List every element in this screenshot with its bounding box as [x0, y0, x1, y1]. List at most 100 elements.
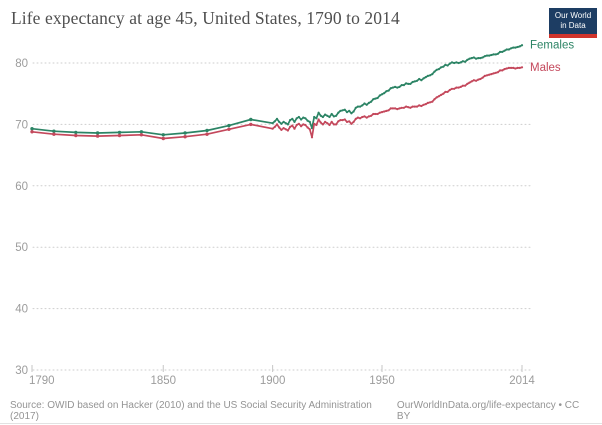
data-point — [501, 69, 504, 72]
data-point — [278, 126, 281, 129]
data-point — [282, 120, 285, 123]
data-point — [289, 119, 292, 122]
data-point — [302, 123, 305, 126]
data-point — [407, 106, 410, 109]
series-line-males[interactable] — [31, 66, 523, 140]
data-point — [479, 57, 482, 60]
data-point — [415, 79, 419, 82]
data-point — [507, 48, 510, 51]
data-point — [492, 72, 495, 75]
data-point — [516, 66, 519, 69]
data-point — [440, 93, 443, 96]
data-point — [227, 127, 231, 131]
data-point — [356, 116, 359, 119]
data-point — [435, 68, 438, 71]
data-point — [505, 67, 508, 70]
data-point — [398, 107, 401, 110]
data-point — [359, 105, 362, 108]
data-point — [389, 87, 392, 90]
data-point — [457, 86, 460, 89]
series-females[interactable]: Females — [30, 40, 574, 137]
footer-divider — [0, 423, 602, 424]
data-point — [271, 122, 274, 125]
credit-link[interactable]: OurWorldInData.org/life-expectancy • CC … — [396, 400, 580, 422]
series-males[interactable]: Males — [30, 62, 561, 141]
data-point — [496, 52, 499, 55]
data-point — [315, 117, 318, 120]
data-point — [518, 66, 521, 69]
data-point — [95, 134, 100, 138]
data-point — [483, 55, 486, 58]
data-point — [350, 112, 353, 115]
data-point — [286, 123, 289, 126]
y-tick-label-50: 50 — [15, 242, 28, 254]
data-point — [499, 69, 502, 72]
data-point — [363, 115, 366, 118]
data-point — [483, 74, 486, 77]
data-point — [396, 86, 399, 89]
data-point — [496, 71, 499, 74]
data-point — [466, 58, 469, 62]
data-point — [341, 109, 344, 112]
data-point — [249, 117, 253, 122]
data-point — [354, 117, 357, 120]
y-tick-label-60: 60 — [15, 181, 28, 193]
data-point — [313, 115, 316, 119]
data-point — [319, 114, 322, 117]
data-point — [411, 105, 414, 108]
data-point — [306, 119, 309, 122]
y-tick-label-30: 30 — [15, 365, 28, 377]
data-point — [383, 110, 386, 113]
data-point — [444, 63, 447, 66]
data-point — [275, 123, 279, 126]
data-point — [472, 79, 475, 82]
data-point — [494, 71, 497, 74]
data-point — [330, 120, 333, 123]
data-point — [426, 101, 429, 104]
data-point — [354, 106, 357, 109]
data-point — [429, 74, 432, 77]
data-point — [324, 113, 327, 116]
data-point — [501, 50, 504, 54]
data-point — [448, 88, 451, 92]
data-point — [313, 122, 316, 125]
data-point — [394, 107, 397, 110]
data-point — [385, 109, 388, 112]
data-point — [289, 125, 292, 128]
data-point — [503, 68, 506, 71]
data-point — [422, 103, 425, 106]
data-point — [420, 79, 423, 82]
x-tick-label-1950: 1950 — [369, 375, 395, 387]
data-point — [510, 47, 513, 50]
data-point — [391, 107, 394, 110]
data-point — [365, 103, 368, 106]
data-point — [30, 130, 34, 134]
x-tick-label-1850: 1850 — [150, 375, 176, 387]
data-point — [361, 115, 364, 119]
data-point — [275, 117, 279, 120]
data-point — [481, 56, 484, 59]
data-point — [308, 120, 311, 123]
data-point — [378, 94, 381, 97]
data-point — [444, 90, 447, 93]
data-point — [413, 105, 416, 108]
data-point — [335, 123, 338, 126]
owid-logo[interactable]: Our World in Data — [549, 8, 597, 38]
data-point — [405, 105, 408, 108]
data-point — [409, 106, 412, 109]
data-point — [117, 130, 122, 135]
data-point — [488, 73, 491, 76]
data-point — [297, 115, 300, 119]
data-point — [510, 66, 513, 69]
data-point — [453, 61, 456, 65]
data-point — [183, 135, 187, 139]
data-point — [418, 77, 421, 81]
data-point — [505, 48, 508, 51]
data-point — [398, 85, 401, 88]
data-point — [271, 127, 274, 130]
data-point — [389, 107, 392, 110]
data-point — [348, 109, 351, 112]
data-point — [402, 84, 405, 87]
